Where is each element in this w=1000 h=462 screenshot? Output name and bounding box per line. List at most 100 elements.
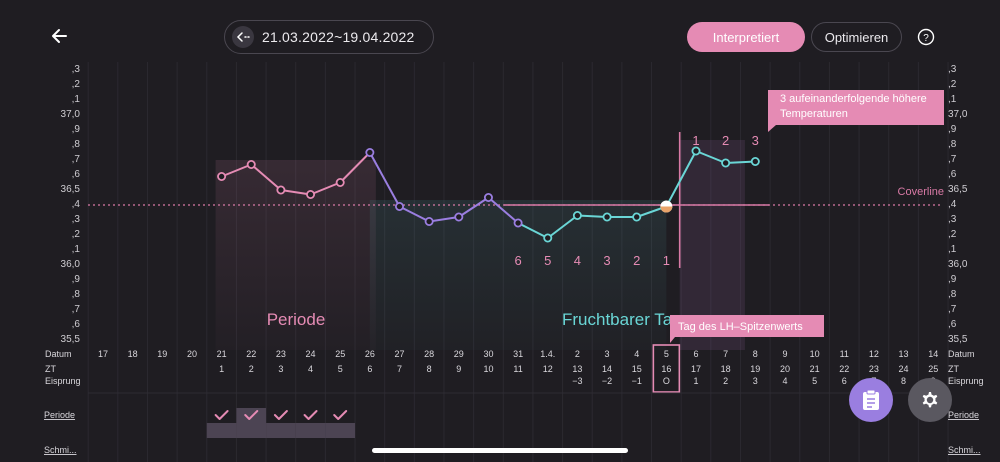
row-label-link[interactable]: Periode <box>948 410 979 420</box>
table-cell: 19 <box>750 364 760 374</box>
table-cell: 6 <box>842 376 847 386</box>
temperature-point[interactable] <box>276 185 286 195</box>
table-cell: 29 <box>454 349 464 359</box>
notes-button[interactable] <box>849 378 893 422</box>
temperature-point[interactable] <box>691 146 701 156</box>
temperature-point[interactable] <box>572 210 582 220</box>
row-label-link[interactable]: Schmi... <box>44 445 77 455</box>
y-axis-tick-label: ,8 <box>72 139 81 150</box>
temperature-segment <box>487 196 519 224</box>
period-row <box>206 408 356 438</box>
temperature-point[interactable] <box>454 212 464 222</box>
arrow-left-icon[interactable] <box>46 22 74 50</box>
temperature-point[interactable] <box>217 171 227 181</box>
y-axis-tick-label: ,4 <box>72 199 81 210</box>
temperature-point[interactable] <box>306 189 316 199</box>
table-cell: 2 <box>575 349 580 359</box>
y-axis-tick-label: ,7 <box>72 154 81 165</box>
temperature-point[interactable] <box>632 212 642 222</box>
y-axis-tick-label: ,1 <box>72 94 81 105</box>
table-cell: 17 <box>691 364 701 374</box>
top-bar: 21.03.2022~19.04.2022 Interpretiert Opti… <box>0 0 1000 60</box>
table-cell: 13 <box>572 364 582 374</box>
y-axis-tick-label: 36,5 <box>61 184 81 195</box>
y-axis-tick-label: ,9 <box>72 274 81 285</box>
temperature-point[interactable] <box>513 218 523 228</box>
optimize-button[interactable]: Optimieren <box>811 22 902 52</box>
temperature-segment <box>547 214 579 239</box>
period-bar <box>236 408 267 438</box>
low-count-label: 5 <box>544 253 551 268</box>
temperature-point[interactable] <box>750 156 760 166</box>
temperature-point[interactable] <box>424 216 434 226</box>
lh-peak-callout-text: Tag des LH–Spitzenwerts <box>678 321 803 333</box>
temperature-segment <box>250 163 282 191</box>
y-axis-tick-label: ,3 <box>72 214 81 225</box>
lh-peak-callout: Tag des LH–Spitzenwerts <box>670 315 824 343</box>
y-axis-tick-label: ,2 <box>948 229 957 240</box>
temperature-segment <box>695 150 727 164</box>
gear-icon <box>922 392 938 408</box>
temperature-point[interactable] <box>246 159 256 169</box>
y-axis-tick-label: 36,0 <box>61 259 81 270</box>
table-cell: 23 <box>276 349 286 359</box>
svg-text:?: ? <box>923 33 929 44</box>
fertile-phase-label: Fruchtbarer Ta <box>562 310 673 329</box>
row-label-link[interactable]: Schmi... <box>948 445 981 455</box>
phase-shading <box>215 140 745 350</box>
interpreted-button[interactable]: Interpretiert <box>687 22 805 52</box>
y-axis-tick-label: ,3 <box>948 64 957 75</box>
table-cell: 6 <box>693 349 698 359</box>
calendar-arrows-icon <box>232 26 254 48</box>
temperature-point[interactable] <box>543 233 553 243</box>
settings-button[interactable] <box>908 378 952 422</box>
temperature-point[interactable] <box>394 201 404 211</box>
low-count-label: 4 <box>574 253 581 268</box>
table-cell: 7 <box>723 349 728 359</box>
temperature-segment <box>458 196 489 218</box>
y-axis-tick-label: ,1 <box>72 244 81 255</box>
y-axis-tick-label: 35,5 <box>61 334 81 345</box>
temperature-segment <box>577 214 608 218</box>
y-axis-tick-label: ,8 <box>72 289 81 300</box>
temperature-point[interactable] <box>335 177 345 187</box>
table-cell: −1 <box>632 376 642 386</box>
temperature-segment <box>368 152 401 207</box>
low-count-label: 6 <box>514 253 521 268</box>
table-cell: 10 <box>810 349 820 359</box>
y-axis-tick-label: ,7 <box>72 304 81 315</box>
table-cell: 15 <box>632 364 642 374</box>
table-cell: 21 <box>217 349 227 359</box>
temperature-point[interactable] <box>483 192 493 202</box>
table-cell: 14 <box>928 349 938 359</box>
y-axis-tick-label: 36,5 <box>948 184 968 195</box>
high-temps-callout-text: 3 aufeinanderfolgende höhere Temperature… <box>780 93 930 120</box>
row-label-link[interactable]: Periode <box>44 410 75 420</box>
y-axis-tick-label: ,9 <box>948 274 957 285</box>
y-axis-tick-label: ,3 <box>948 214 957 225</box>
table-cell: 10 <box>483 364 493 374</box>
date-range-selector[interactable]: 21.03.2022~19.04.2022 <box>224 20 434 54</box>
table-cell: 8 <box>427 364 432 374</box>
temperature-point[interactable] <box>602 212 612 222</box>
help-icon[interactable]: ? <box>917 28 935 46</box>
y-axis-tick-label: ,1 <box>948 94 957 105</box>
temperature-series <box>217 146 760 243</box>
y-axis-tick-label: ,6 <box>72 319 81 330</box>
table-cell: 5 <box>338 364 343 374</box>
y-axis-tick-label: ,8 <box>948 139 957 150</box>
period-bar <box>266 423 296 438</box>
y-axis-tick-label: ,2 <box>948 79 957 90</box>
row-label: Eisprung <box>45 376 81 386</box>
table-cell: 25 <box>335 349 345 359</box>
table-cell: 8 <box>901 376 906 386</box>
temperature-point[interactable] <box>365 147 375 157</box>
temperature-point[interactable] <box>721 158 731 168</box>
home-indicator <box>372 448 628 453</box>
row-label: Eisprung <box>948 376 984 386</box>
table-cell: 23 <box>869 364 879 374</box>
table-cell: 27 <box>394 349 404 359</box>
table-cell: 24 <box>306 349 316 359</box>
table-cell: 4 <box>308 364 313 374</box>
